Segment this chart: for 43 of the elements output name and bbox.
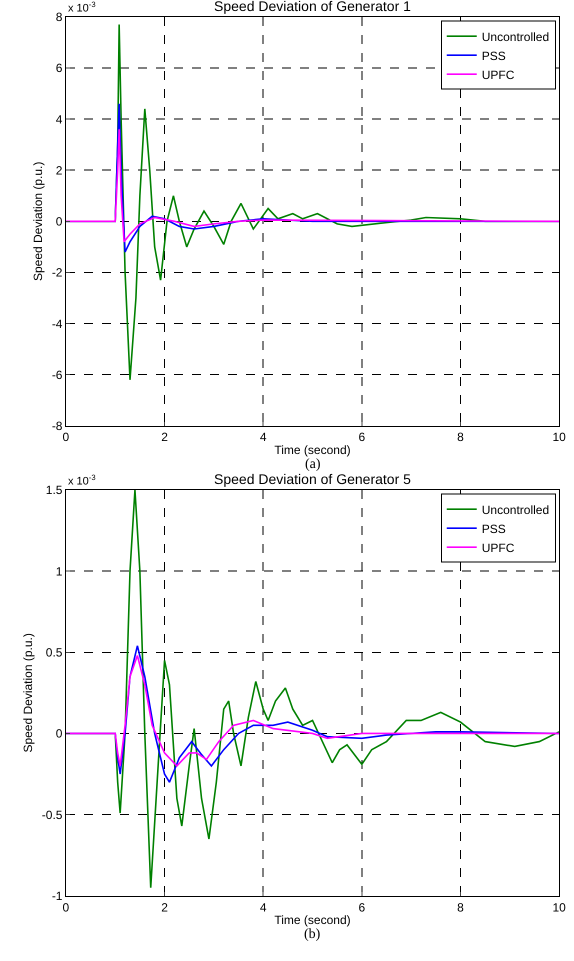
x-tick-label: 8 [457,900,464,914]
x-tick-label: 10 [552,900,566,914]
x-axis-title: Time (second) [274,913,351,928]
x-tick-label: 4 [260,430,267,444]
x-tick-label: 4 [260,900,267,914]
y-tick-label: -0.5 [42,808,63,822]
x-tick-label: 8 [457,430,464,444]
x-tick-label: 2 [161,900,168,914]
y-tick-label: 1.5 [46,483,63,498]
chart-title: Speed Deviation of Generator 5 [214,471,412,487]
legend-label: UPFC [482,68,515,82]
x-tick-label: 10 [552,430,566,444]
y-tick-label: -8 [52,419,63,434]
text: (a) [305,457,321,472]
y-tick-label: -2 [52,266,63,280]
y-tick-label: 0 [56,726,63,741]
legend-label: PSS [482,522,506,536]
y-tick-label: -1 [52,889,63,904]
y-tick-label: 0 [56,214,63,229]
y-tick-label: 6 [56,61,63,76]
y-axis-title: Speed Deviation (p.u.) [21,633,36,753]
text: x 10$^{-3}$ [68,473,96,488]
line-series [66,654,560,767]
x-tick-label: 6 [358,430,366,444]
legend-label: Uncontrolled [482,30,550,44]
y-tick-label: 4 [56,112,63,126]
y-tick-label: -6 [52,368,63,382]
y-tick-label: 0.5 [46,645,63,660]
y-tick-label: -4 [52,316,63,331]
y-tick-label: 1 [56,564,63,578]
x-tick-label: 6 [358,900,366,914]
text: (b) [304,927,321,942]
chart-title: Speed Deviation of Generator 1 [214,0,412,14]
line-series [66,128,560,243]
y-axis-title: Speed Deviation (p.u.) [31,162,46,282]
text: x 10$^{-3}$ [68,0,96,15]
legend-label: Uncontrolled [482,502,550,517]
legend-label: PSS [482,48,506,63]
x-tick-label: 2 [161,430,168,444]
legend-label: UPFC [482,540,515,555]
x-axis-title: Time (second) [274,443,351,458]
y-tick-label: 2 [56,163,63,178]
y-tick-label: 8 [56,10,63,24]
